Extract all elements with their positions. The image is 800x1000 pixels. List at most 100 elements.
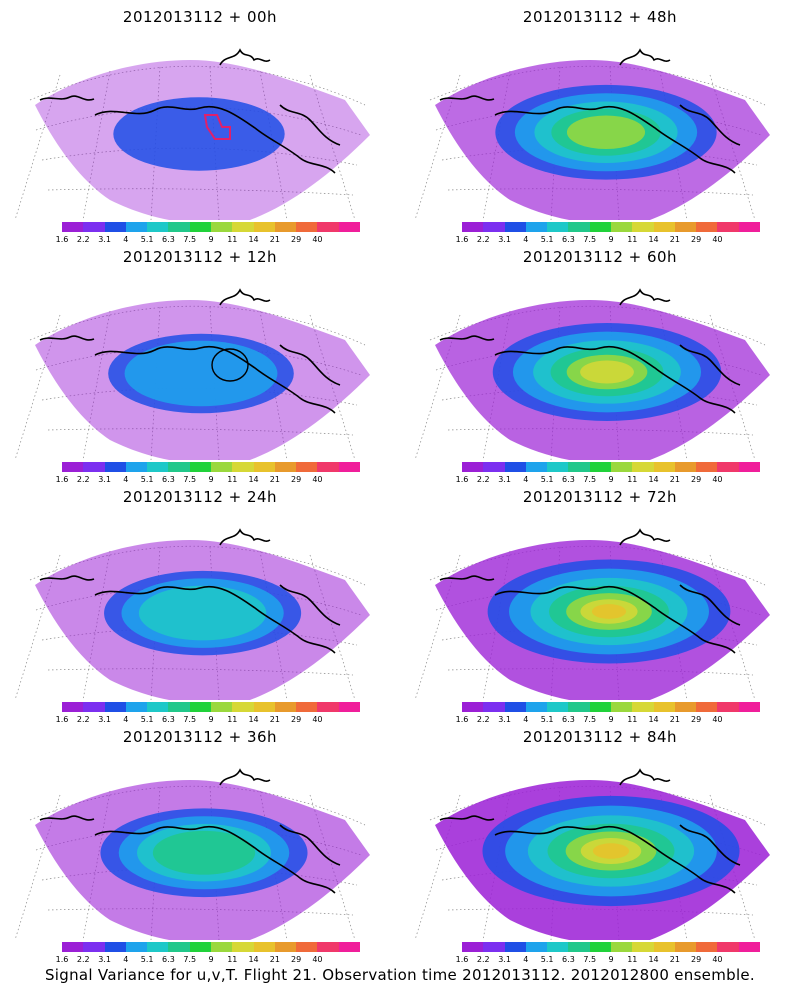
map-panel: 2012013112 + 60h 1.6 2.2 3.1 4 5.1 6.3 7.5 9 11 14… <box>400 240 800 484</box>
colorbar-swatch <box>462 942 484 952</box>
colorbar-label: 2.2 <box>476 235 490 244</box>
panel-title: 2012013112 + 36h <box>122 728 278 746</box>
colorbar-swatch <box>504 702 526 712</box>
colorbar-label: 11 <box>227 955 238 964</box>
colorbar-label: 40 <box>312 235 323 244</box>
colorbar-swatch <box>189 942 211 952</box>
colorbar-swatch <box>125 222 148 232</box>
colorbar-label: 1.6 <box>455 955 469 964</box>
colorbar-swatch <box>674 222 697 232</box>
map-panel: 2012013112 + 00h 1.6 2.2 3.1 4 5.1 6.3 7.5 9 11 14… <box>0 0 400 244</box>
colorbar-label: 21 <box>269 235 280 244</box>
colorbar-swatch <box>653 942 675 952</box>
colorbar-swatch <box>483 942 505 952</box>
variance-contour <box>138 585 267 641</box>
footer-caption: Signal Variance for u,v,T. Flight 21. Ob… <box>44 966 756 984</box>
colorbar-swatch <box>210 222 233 232</box>
colorbar-label: 40 <box>312 955 323 964</box>
colorbar-swatch <box>147 702 169 712</box>
colorbar-label: 4 <box>123 235 129 244</box>
colorbar-swatch <box>104 462 126 472</box>
colorbar-label: 7.5 <box>583 955 597 964</box>
colorbar-swatch <box>589 702 611 712</box>
coastline <box>39 288 341 414</box>
colorbar-swatch <box>674 702 697 712</box>
colorbar-swatch <box>317 942 339 952</box>
colorbar-swatch <box>738 702 760 712</box>
colorbar-label: 14 <box>248 715 259 724</box>
colorbar-label: 14 <box>648 475 659 484</box>
colorbar-labels: 1.6 2.2 3.1 4 5.1 6.3 7.5 9 11 14 21 29 40 <box>55 235 364 245</box>
colorbar <box>62 702 360 712</box>
coastline <box>39 48 341 174</box>
colorbar-swatch <box>696 942 718 952</box>
colorbar-label: 2.2 <box>76 235 90 244</box>
map-panel: 2012013112 + 24h 1.6 2.2 3.1 4 5.1 6.3 7.5 9 11 14… <box>0 480 400 724</box>
colorbar-label: 2.2 <box>76 715 90 724</box>
map-panel: 2012013112 + 36h 1.6 2.2 3.1 4 5.1 6.3 7.5 9 11 14… <box>0 720 400 964</box>
colorbar-label: 6.3 <box>162 475 175 484</box>
colorbar-label: 5.1 <box>540 955 554 964</box>
colorbar-swatch <box>462 702 484 712</box>
colorbar-swatch <box>274 702 297 712</box>
colorbar-swatch <box>653 462 675 472</box>
colorbar-swatch <box>317 462 339 472</box>
colorbar-label: 2.2 <box>76 475 90 484</box>
variance-contour <box>592 843 630 859</box>
colorbar-label: 9 <box>608 955 614 964</box>
panel-title: 2012013112 + 24h <box>122 488 278 506</box>
colorbar-label: 7.5 <box>583 475 597 484</box>
colorbar-swatch <box>338 702 360 712</box>
colorbar-swatch <box>317 222 339 232</box>
colorbar-label: 5.1 <box>540 235 554 244</box>
colorbar-label: 1.6 <box>455 475 469 484</box>
colorbar-swatch <box>504 942 526 952</box>
colorbar-label: 9 <box>608 235 614 244</box>
colorbar-swatch <box>547 222 569 232</box>
colorbar-label: 7.5 <box>183 475 197 484</box>
colorbar-label: 21 <box>669 475 680 484</box>
colorbar-label: 29 <box>691 715 702 724</box>
colorbar-swatch <box>653 702 675 712</box>
colorbar-swatch <box>568 222 590 232</box>
colorbar-swatch <box>483 702 505 712</box>
colorbar-label: 6.3 <box>562 235 575 244</box>
colorbar-swatch <box>738 462 760 472</box>
colorbar-swatch <box>253 702 275 712</box>
observation-contour <box>203 114 231 140</box>
map-plot <box>414 528 770 700</box>
colorbar-label: 29 <box>291 475 302 484</box>
colorbar-label: 9 <box>608 475 614 484</box>
colorbar-swatch <box>104 702 126 712</box>
colorbar-label: 29 <box>291 715 302 724</box>
colorbar-label: 3.1 <box>498 475 511 484</box>
colorbar-label: 14 <box>248 475 259 484</box>
colorbar-swatch <box>547 462 569 472</box>
colorbar-label: 5.1 <box>540 475 554 484</box>
colorbar-label: 9 <box>208 955 214 964</box>
colorbar-swatch <box>717 942 739 952</box>
colorbar-swatch <box>525 222 548 232</box>
colorbar-swatch <box>696 702 718 712</box>
map-panel: 2012013112 + 48h 1.6 2.2 3.1 4 5.1 6.3 7.5 9 11 14… <box>400 0 800 244</box>
colorbar-swatch <box>62 702 84 712</box>
colorbar-swatch <box>296 942 318 952</box>
colorbar-label: 40 <box>712 475 723 484</box>
colorbar-label: 11 <box>227 475 238 484</box>
colorbar-swatch <box>568 702 590 712</box>
colorbar-label: 4 <box>123 475 129 484</box>
colorbar-label: 3.1 <box>98 475 111 484</box>
colorbar-label: 7.5 <box>583 235 597 244</box>
colorbar-label: 9 <box>208 475 214 484</box>
coastline <box>439 48 741 174</box>
colorbar-label: 7.5 <box>183 715 197 724</box>
colorbar-label: 11 <box>227 235 238 244</box>
colorbar-label: 1.6 <box>55 235 69 244</box>
colorbar-swatch <box>62 222 84 232</box>
colorbar-label: 6.3 <box>562 955 575 964</box>
colorbar-swatch <box>274 942 297 952</box>
colorbar-swatch <box>738 222 760 232</box>
colorbar-swatch <box>717 222 739 232</box>
colorbar-swatch <box>274 462 297 472</box>
colorbar-swatch <box>296 222 318 232</box>
